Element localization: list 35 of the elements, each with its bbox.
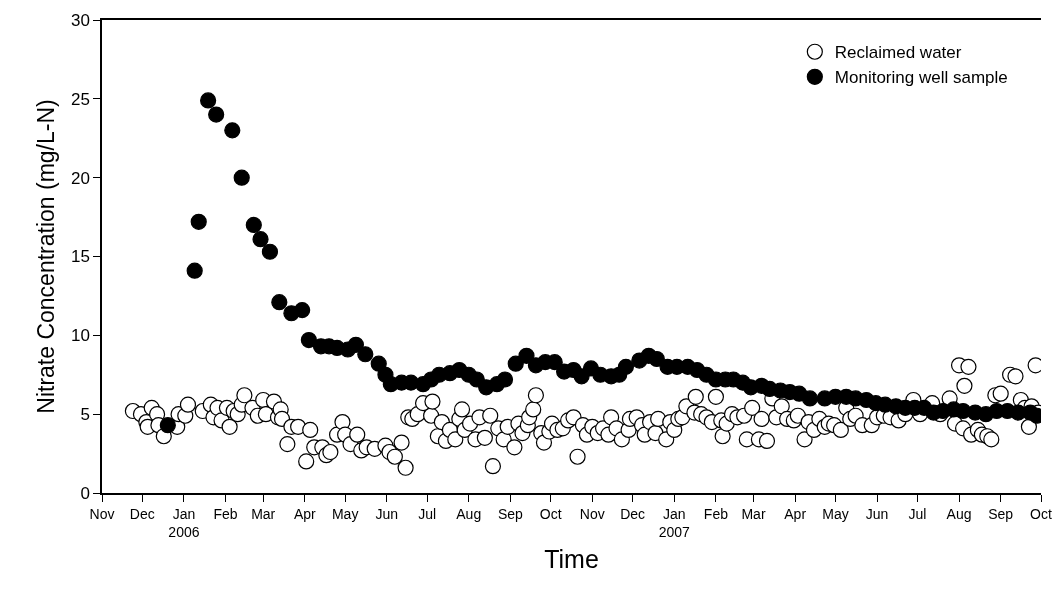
y-tick-label: 25 — [70, 89, 90, 109]
x-tick-label: Nov — [89, 505, 115, 522]
y-tick-label: 20 — [70, 168, 90, 188]
x-tick-label: May — [822, 505, 849, 522]
x-tick-label: Sep — [497, 505, 524, 522]
x-tick-label: Mar — [251, 505, 276, 522]
legend-label: Monitoring well sample — [834, 68, 1008, 88]
y-axis-title: Nitrate Concentration (mg/L-N) — [32, 99, 59, 414]
y-tick-label: 5 — [80, 405, 90, 425]
x-tick-label: May — [331, 505, 359, 522]
x-tick-label: Jan 2007 — [658, 505, 691, 540]
x-tick-label: Aug — [946, 505, 972, 522]
x-tick-label: Feb — [213, 505, 238, 522]
y-tick-label: 15 — [70, 247, 90, 267]
legend-label: Reclaimed water — [834, 43, 962, 63]
y-tick-label: 30 — [70, 10, 90, 30]
x-tick-label: Dec — [129, 505, 155, 522]
x-tick-label: Jul — [908, 505, 927, 522]
x-tick-label: Mar — [741, 505, 766, 522]
x-tick-label: Aug — [456, 505, 482, 522]
x-tick-label: Feb — [703, 505, 729, 522]
x-axis-title: Time — [544, 545, 599, 574]
x-tick-label: Dec — [620, 505, 646, 522]
x-tick-label: Jun — [375, 505, 399, 522]
x-tick-label: Apr — [784, 505, 807, 522]
x-tick-label: Sep — [988, 505, 1014, 522]
y-tick-label: 10 — [70, 326, 90, 346]
y-tick-label: 0 — [80, 483, 90, 503]
x-tick-label: Nov — [579, 505, 605, 522]
x-tick-label: Oct — [1030, 505, 1052, 522]
x-tick-label: Jul — [418, 505, 437, 522]
x-tick-label: Apr — [293, 505, 317, 522]
x-tick-label: Jun — [865, 505, 889, 522]
x-tick-label: Oct — [539, 505, 562, 522]
x-tick-label: Jan 2006 — [168, 505, 200, 540]
